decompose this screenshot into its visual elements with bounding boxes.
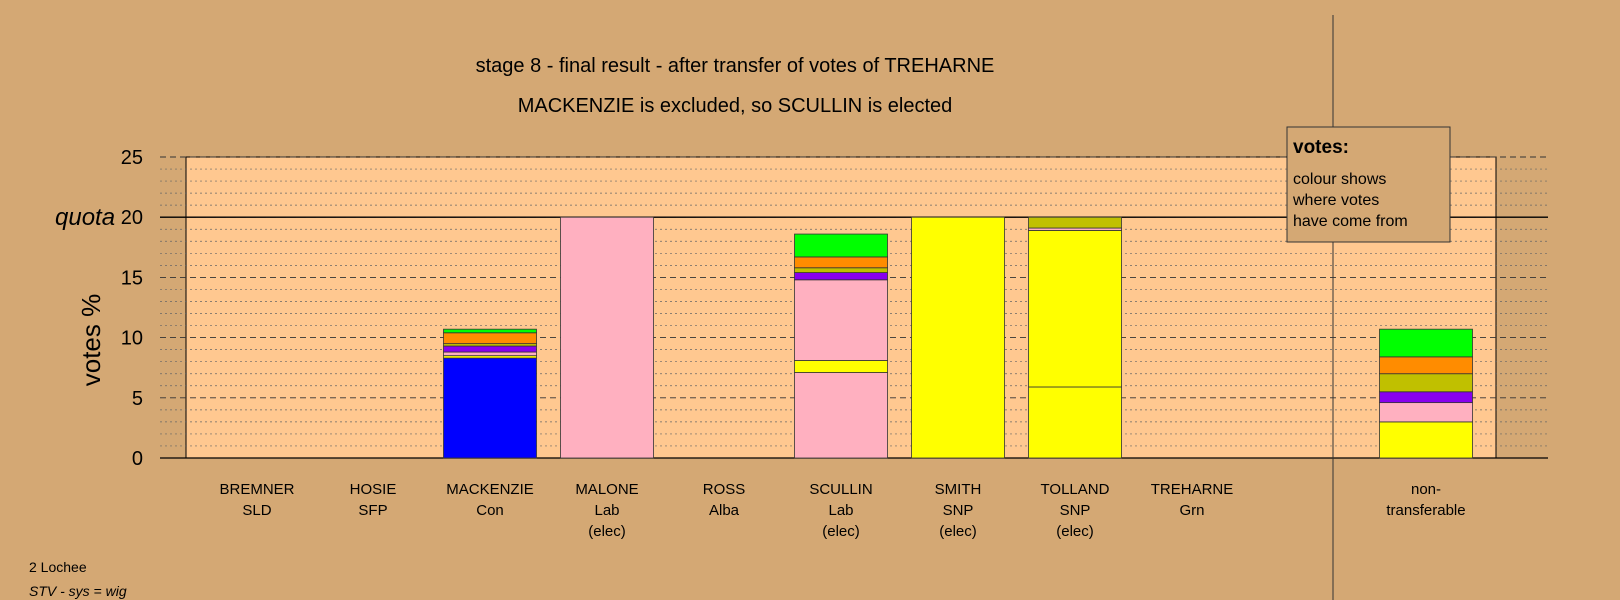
- y-axis: 0 5 10 15 20 25 quota: [55, 147, 143, 470]
- bar-segment: [794, 267, 888, 273]
- candidate-label: (elec): [588, 523, 626, 540]
- candidate-label: BREMNER: [219, 481, 294, 498]
- bar-segment: [1379, 391, 1473, 404]
- candidate-label: transferable: [1386, 502, 1465, 519]
- legend-box: votes: colour shows where votes have com…: [1286, 126, 1451, 243]
- chart-title: stage 8 - final result - after transfer …: [476, 55, 995, 77]
- candidate-label: ROSS: [703, 481, 746, 498]
- legend-line-1: colour shows: [1293, 171, 1386, 188]
- bar-segment: [1379, 356, 1473, 375]
- legend-heading: votes:: [1293, 137, 1349, 158]
- bar-segment: [1028, 386, 1122, 459]
- bar-segment: [794, 256, 888, 269]
- bar-segment: [794, 360, 888, 373]
- bars: [443, 216, 1473, 459]
- candidate-label: SNP: [943, 502, 974, 519]
- y-tick-label: 15: [121, 267, 143, 289]
- bar-segment: [1379, 421, 1473, 459]
- candidate-label: (elec): [822, 523, 860, 540]
- candidate-label: Alba: [709, 502, 740, 519]
- bar-segment: [443, 345, 537, 353]
- candidate-label: MACKENZIE: [446, 481, 534, 498]
- bar-segment: [794, 372, 888, 459]
- y-tick-label: 5: [132, 388, 143, 410]
- x-axis-labels: BREMNER SLD HOSIE SFP MACKENZIE Con MALONE Lab (…: [219, 481, 1465, 540]
- bar-segment: [443, 332, 537, 345]
- bar-segment: [1379, 328, 1473, 358]
- candidate-label: Con: [476, 502, 504, 519]
- candidate-label: HOSIE: [350, 481, 397, 498]
- bar-segment: [911, 216, 1005, 459]
- quota-label: quota: [55, 204, 115, 231]
- candidate-label: SLD: [242, 502, 271, 519]
- candidate-label: (elec): [1056, 523, 1094, 540]
- candidate-label: TREHARNE: [1151, 481, 1234, 498]
- bar-segment: [1028, 216, 1122, 229]
- footer-constituency: 2 Lochee: [29, 559, 87, 575]
- y-axis-label: votes %: [76, 294, 106, 387]
- bar-segment: [794, 272, 888, 281]
- candidate-label: MALONE: [575, 481, 638, 498]
- chart-subtitle: MACKENZIE is excluded, so SCULLIN is ele…: [518, 95, 953, 117]
- footer-system: STV - sys = wig: [29, 583, 127, 599]
- bar-segment: [1028, 230, 1122, 388]
- bar-segment: [794, 279, 888, 361]
- candidate-label: (elec): [939, 523, 977, 540]
- bar-segment: [443, 328, 537, 334]
- candidate-label: Lab: [828, 502, 853, 519]
- candidate-label: Grn: [1179, 502, 1204, 519]
- candidate-label: Lab: [594, 502, 619, 519]
- candidate-label: SFP: [358, 502, 387, 519]
- y-tick-label: 0: [132, 448, 143, 470]
- y-tick-label: 20: [121, 207, 143, 229]
- bar-segment: [443, 351, 537, 357]
- candidate-label: SMITH: [935, 481, 982, 498]
- bar-segment: [560, 216, 654, 459]
- y-tick-label: 25: [121, 147, 143, 169]
- y-tick-label: 10: [121, 328, 143, 350]
- bar-segment: [794, 233, 888, 258]
- legend-line-3: have come from: [1293, 213, 1408, 230]
- candidate-label: SCULLIN: [809, 481, 872, 498]
- candidate-label: non-: [1411, 481, 1441, 498]
- candidate-label: TOLLAND: [1041, 481, 1110, 498]
- candidate-label: SNP: [1060, 502, 1091, 519]
- bar-segment: [443, 357, 537, 459]
- legend-line-2: where votes: [1292, 192, 1379, 209]
- bar-segment: [1379, 402, 1473, 423]
- bar-segment: [1379, 373, 1473, 393]
